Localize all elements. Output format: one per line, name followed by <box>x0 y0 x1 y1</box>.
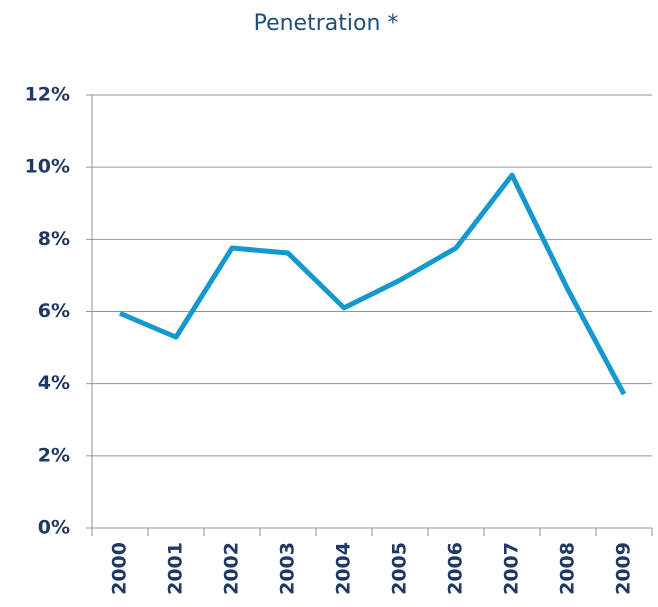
x-tick-label: 2005 <box>389 542 411 595</box>
chart-title: Penetration * <box>254 11 399 36</box>
y-tick-label: 0% <box>38 517 70 539</box>
y-tick-label: 12% <box>25 84 70 106</box>
x-tick-label: 2009 <box>613 542 635 595</box>
x-tick-label: 2003 <box>277 542 299 595</box>
x-tick-label: 2006 <box>445 542 467 595</box>
y-tick-label: 6% <box>38 300 70 322</box>
y-tick-label: 8% <box>38 228 70 250</box>
x-tick-label: 2001 <box>165 542 187 595</box>
x-tick-label: 2000 <box>109 542 131 595</box>
data-line <box>119 172 627 396</box>
y-tick-label: 2% <box>38 444 70 466</box>
x-tick-label: 2002 <box>221 542 243 595</box>
y-tick-label: 4% <box>38 372 70 394</box>
x-tick-label: 2008 <box>557 542 579 595</box>
x-tick-label: 2007 <box>501 542 523 595</box>
x-tick-label: 2004 <box>333 542 355 595</box>
y-tick-label: 10% <box>25 156 70 178</box>
